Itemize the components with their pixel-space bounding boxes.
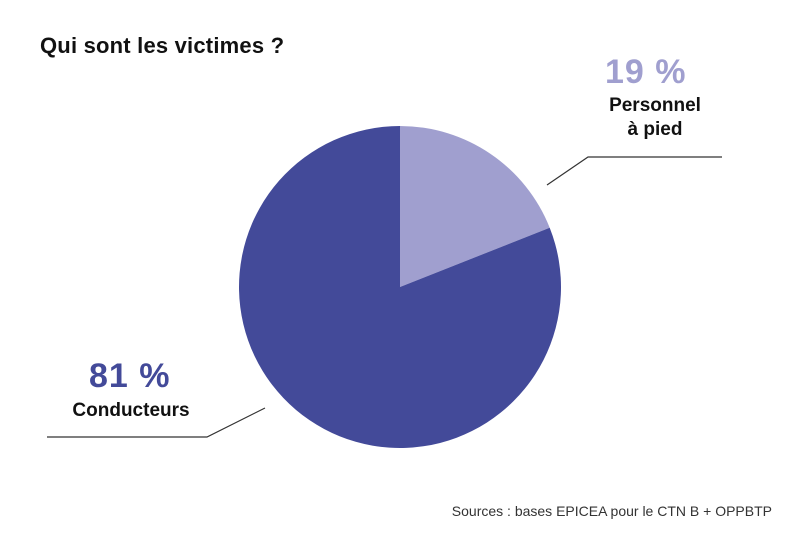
callout-line-right bbox=[546, 156, 722, 186]
percent-conducteurs: 81 % bbox=[89, 357, 171, 395]
label-conducteurs: Conducteurs bbox=[72, 400, 190, 421]
source-note: Sources : bases EPICEA pour le CTN B + O… bbox=[451, 503, 772, 519]
label-line-2: à pied bbox=[627, 119, 683, 140]
pie-slice-conducteurs bbox=[239, 126, 562, 448]
pie-slice-personnel-pied bbox=[400, 126, 550, 287]
chart-title: Qui sont les victimes ? bbox=[40, 33, 285, 58]
label-line-1: Personnel bbox=[609, 95, 701, 116]
label-personnel-a-pied: Personnel à pied bbox=[590, 94, 720, 142]
callout-line-left bbox=[47, 407, 266, 438]
percent-personnel-a-pied: 19 % bbox=[605, 53, 687, 91]
